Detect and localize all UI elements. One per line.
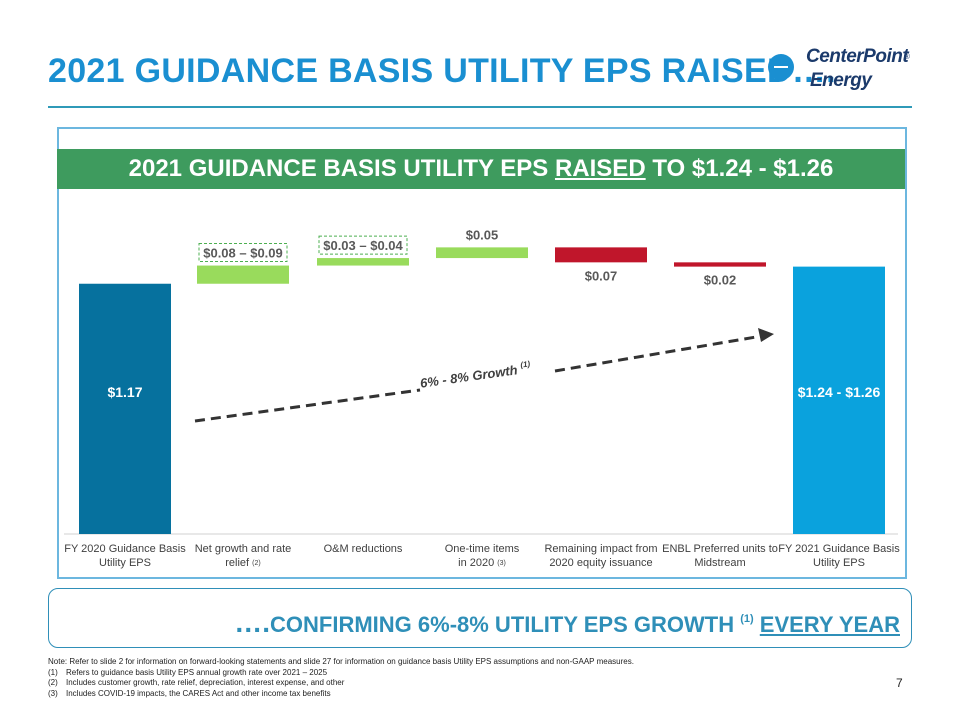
footnote-item: (2) Includes customer growth, rate relief… — [48, 678, 634, 689]
bar-total — [793, 266, 885, 534]
confirmation-text: ….CONFIRMING 6%-8% UTILITY EPS GROWTH (1… — [234, 607, 900, 639]
company-logo: CenterPoint Energy ® — [766, 42, 916, 100]
title-divider — [48, 106, 912, 108]
page-number: 7 — [896, 676, 903, 690]
bar-decrease — [674, 262, 766, 267]
footnote-text: Refers to guidance basis Utility EPS ann… — [66, 667, 328, 677]
confirmation-dots: …. — [234, 607, 271, 638]
headline-banner: 2021 GUIDANCE BASIS UTILITY EPS RAISED T… — [57, 149, 905, 189]
category-label: Utility EPS — [813, 557, 865, 569]
bar-value-label: $0.03 – $0.04 — [323, 238, 403, 253]
confirmation-emphasis: EVERY YEAR — [759, 612, 900, 637]
footnote-number: (3) — [48, 688, 58, 698]
confirmation-box — [48, 588, 912, 648]
bar-value-label: $0.05 — [466, 227, 499, 242]
footnote-intro: Note: Refer to slide 2 for information o… — [48, 657, 634, 666]
bar-value-label: $1.24 - $1.26 — [798, 384, 881, 400]
bar-increase — [436, 247, 528, 259]
footnote-number: (2) — [48, 678, 58, 687]
page-title: 2021 GUIDANCE BASIS UTILITY EPS RAISED…. — [48, 52, 836, 90]
category-label: 2020 equity issuance — [549, 557, 652, 569]
bar-increase — [317, 258, 409, 266]
banner-suffix: TO $1.24 - $1.26 — [645, 155, 834, 182]
footnote-text: Includes customer growth, rate relief, d… — [66, 678, 345, 687]
trend-label: 6% - 8% Growth (1) — [419, 359, 532, 390]
footnote-text: Includes COVID-19 impacts, the CARES Act… — [66, 688, 331, 698]
banner-prefix: 2021 GUIDANCE BASIS UTILITY EPS — [128, 155, 555, 182]
logo-text-line2: Energy — [810, 70, 872, 91]
category-label: Remaining impact from — [544, 543, 657, 555]
logo-registered-mark: ® — [904, 52, 910, 61]
category-label: FY 2020 Guidance Basis — [64, 543, 186, 555]
trend-arrowhead-icon — [758, 328, 774, 342]
bar-value-label: $0.02 — [704, 273, 737, 288]
category-label: FY 2021 Guidance Basis — [778, 543, 900, 555]
footnote-item: (1) Refers to guidance basis Utility EPS … — [48, 668, 634, 679]
bar-value-label: $0.07 — [585, 268, 618, 283]
category-label: One-time items — [445, 543, 520, 555]
category-label: in 2020 (3) — [458, 557, 506, 569]
category-label: Utility EPS — [99, 557, 151, 569]
bar-total — [79, 283, 171, 534]
logo-text-line1: CenterPoint — [806, 46, 909, 67]
trend-line-left — [194, 388, 421, 423]
value-label-box — [318, 235, 408, 255]
bar-increase — [197, 265, 289, 284]
footnote-number: (1) — [48, 667, 58, 677]
logo-line-icon — [774, 66, 788, 68]
bar-value-label: $1.17 — [107, 384, 142, 400]
bar-decrease — [555, 247, 647, 263]
category-label: relief (2) — [225, 557, 260, 569]
category-label: Midstream — [694, 557, 745, 569]
confirmation-footnote-ref: (1) — [740, 613, 754, 625]
trend-line-right — [554, 334, 763, 373]
bar-value-label: $0.08 – $0.09 — [203, 246, 283, 261]
footnote-item: (3) Includes COVID-19 impacts, the CARES … — [48, 689, 634, 700]
confirmation-main: CONFIRMING 6%-8% UTILITY EPS GROWTH — [270, 612, 741, 637]
value-label-box — [198, 243, 288, 263]
footnotes: Note: Refer to slide 2 for information o… — [48, 657, 634, 699]
chart-panel — [57, 127, 907, 579]
category-label: ENBL Preferred units to — [662, 543, 778, 555]
banner-emphasis: RAISED — [554, 155, 646, 182]
category-label: O&M reductions — [324, 543, 403, 555]
category-label: Net growth and rate — [195, 543, 292, 555]
